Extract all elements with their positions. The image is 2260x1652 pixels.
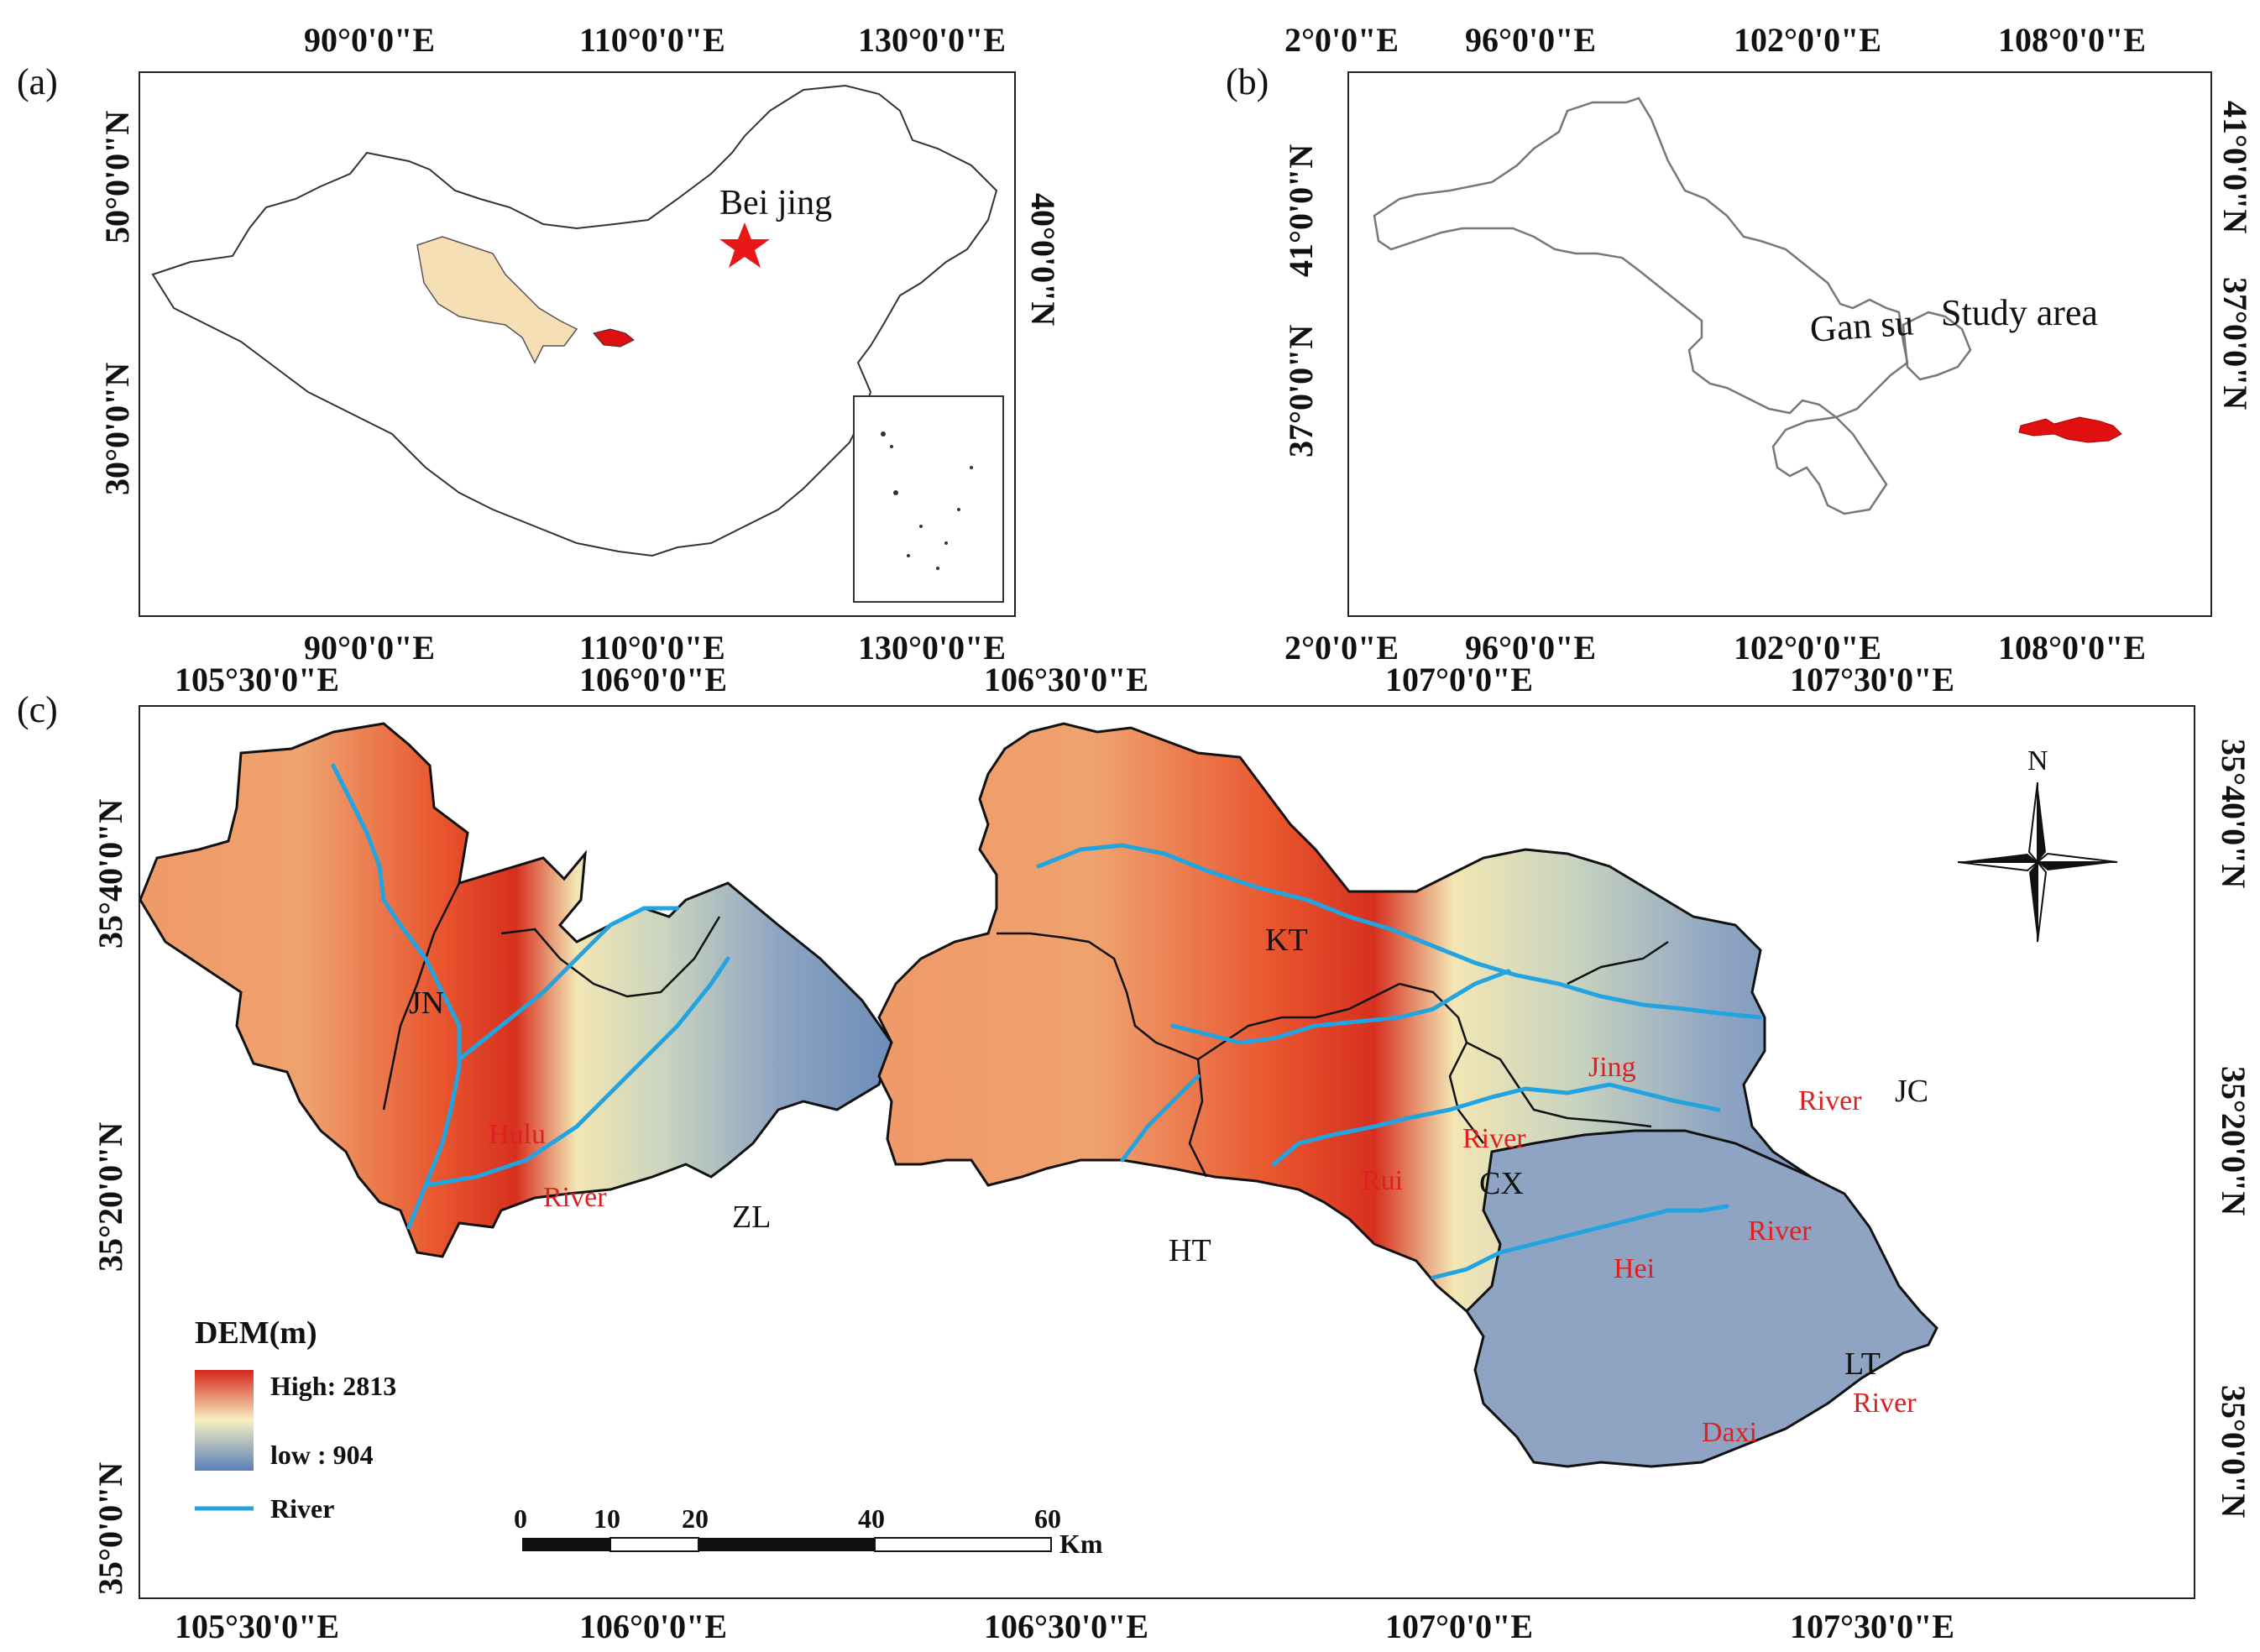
panel-c-label: (c) [17,689,58,730]
river-label: Hulu [489,1119,546,1150]
region-label-zl: ZL [732,1200,771,1235]
region-label-lt: LT [1844,1346,1881,1382]
scale-tick: 0 [514,1503,527,1534]
panel-c-bottom-tick: 106°30'0"E [984,1608,1148,1645]
panel-b-bottom-tick: 2°0'0"E [1284,629,1399,667]
beijing-star-icon [719,222,770,268]
panel-c-bottom-tick: 105°30'0"E [175,1608,339,1645]
panel-a-top-tick: 90°0'0"E [304,21,435,59]
panel-c-bottom-tick: 107°0'0"E [1385,1608,1533,1645]
panel-b-label: (b) [1226,61,1269,102]
river-label: Rui [1362,1165,1403,1196]
inset-islands [881,431,973,570]
scale-tick: 10 [594,1503,620,1534]
gansu-map: Gan su Study area [1373,97,2122,515]
panel-c-left-tick: 35°40'0"N [92,798,129,949]
panel-a-top-tick: 110°0'0"E [579,21,725,59]
panel-c-right-tick: 35°20'0"N [2215,1066,2252,1216]
subbasin-boundaries [382,882,1669,1178]
region-label-cx: CX [1479,1166,1524,1201]
scale-tick: 40 [858,1503,885,1534]
panel-b-top-tick: 102°0'0"E [1734,21,1881,59]
beijing-label: Bei jing [719,184,832,222]
river-label: Jing [1588,1052,1636,1083]
panel-b-left-tick: 37°0'0"N [1282,324,1320,457]
panel-c-left-tick: 35°20'0"N [92,1121,129,1272]
river-label: Daxi [1702,1417,1757,1448]
study-area-label: Study area [1941,292,2098,333]
dem-map: JN ZL HT KT CX JC LT Hulu River Jing Riv… [140,722,2118,1559]
region-label-jn: JN [409,985,444,1021]
panel-c-top-tick: 106°0'0"E [579,661,727,698]
legend: DEM(m) High: 2813 low : 904 River [195,1315,396,1524]
panel-a-left-tick: 30°0'0"N [98,362,136,495]
panel-b-bottom-tick: 102°0'0"E [1734,629,1881,667]
panel-b-bottom-tick: 96°0'0"E [1465,629,1596,667]
scale-unit: Km [1059,1529,1103,1559]
panel-c-top-tick: 107°30'0"E [1790,661,1954,698]
panel-c-top-tick: 105°30'0"E [175,661,339,698]
scale-tick: 60 [1034,1503,1061,1534]
gansu-label: Gan su [1808,301,1915,349]
legend-colorbar [195,1370,254,1471]
panel-a-map-frame: Bei jing [139,71,1016,617]
panel-c-right-tick: 35°0'0"N [2215,1385,2252,1519]
panel-a-label: (a) [17,61,58,102]
legend-title: DEM(m) [195,1315,317,1351]
panel-a-bottom-tick: 130°0'0"E [858,629,1006,667]
river-label: Hei [1614,1253,1655,1284]
panel-a-bottom-tick: 110°0'0"E [579,629,725,667]
panel-b-left-tick: 41°0'0"N [1282,144,1320,277]
scale-tick: 20 [682,1503,709,1534]
legend-river: River [270,1493,334,1524]
panel-b-map-frame: Gan su Study area [1347,71,2212,617]
gansu-south-outline [1771,416,1888,515]
region-label-jc: JC [1895,1074,1928,1109]
river-label: River [543,1182,607,1213]
panel-c-map-frame: JN ZL HT KT CX JC LT Hulu River Jing Riv… [139,705,2195,1599]
region-label-kt: KT [1265,923,1308,958]
panel-b-right-tick: 41°0'0"N [2216,101,2254,234]
gansu-province [416,236,578,364]
north-arrow-icon: N [1957,745,2118,943]
panel-b-top-tick: 2°0'0"E [1284,21,1399,59]
legend-high: High: 2813 [270,1371,396,1401]
river-label: River [1798,1085,1862,1116]
basin-southeast [1465,1129,1938,1468]
study-area-region [2018,416,2122,443]
gansu-outline [1373,97,1909,419]
panel-c-top-tick: 107°0'0"E [1385,661,1533,698]
panel-b-right-tick: 37°0'0"N [2216,277,2254,410]
basin-west [140,722,893,1258]
gansu-east-outline [1902,311,1972,381]
panel-c-top-tick: 106°30'0"E [984,661,1148,698]
china-map: Bei jing [151,84,1004,603]
river-label: River [1748,1215,1812,1247]
panel-b-top-tick: 108°0'0"E [1998,21,2146,59]
river-label: River [1853,1388,1917,1419]
panel-c-left-tick: 35°0'0"N [92,1461,129,1595]
panel-a-bottom-tick: 90°0'0"E [304,629,435,667]
scale-bar: 0 10 20 40 60 Km [514,1503,1103,1559]
river-label: River [1462,1123,1526,1154]
panel-c-bottom-tick: 107°30'0"E [1790,1608,1954,1645]
panel-b-top-tick: 96°0'0"E [1465,21,1596,59]
panel-a-left-tick: 50°0'0"N [98,110,136,243]
panel-a-right-tick: 40°0'0"N [1024,193,1062,327]
panel-c-bottom-tick: 106°0'0"E [579,1608,727,1645]
panel-c-right-tick: 35°40'0"N [2215,739,2252,889]
south-china-sea-inset [853,395,1004,603]
legend-low: low : 904 [270,1440,374,1470]
region-label-ht: HT [1169,1233,1211,1268]
china-outline [151,84,998,557]
panel-a-top-tick: 130°0'0"E [858,21,1006,59]
river-network [331,763,1763,1280]
panel-b-bottom-tick: 108°0'0"E [1998,629,2146,667]
north-label: N [2027,745,2048,776]
study-area-marker [593,328,635,348]
